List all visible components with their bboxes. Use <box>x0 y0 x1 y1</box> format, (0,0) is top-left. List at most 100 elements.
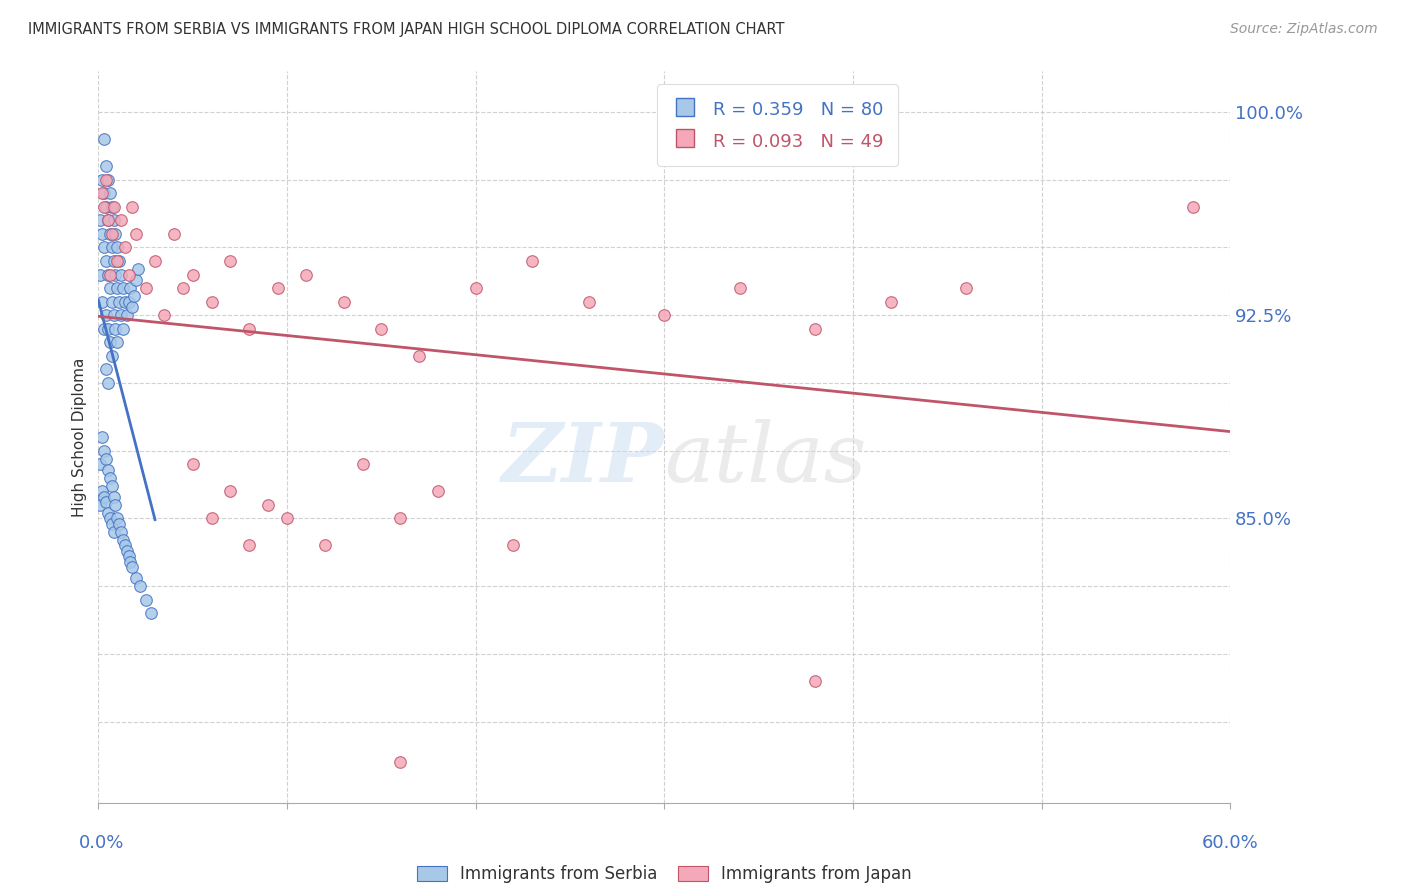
Point <box>108 516 131 531</box>
Point <box>91 294 114 309</box>
Point <box>93 443 115 458</box>
Point <box>93 322 115 336</box>
Point <box>163 227 186 241</box>
Point <box>97 376 120 390</box>
Point <box>97 268 120 282</box>
Point <box>91 484 114 499</box>
Point <box>111 322 134 336</box>
Point <box>105 511 128 525</box>
Point <box>105 240 128 254</box>
Point <box>352 457 374 471</box>
Point <box>114 294 136 309</box>
Point <box>98 471 121 485</box>
Point <box>100 479 122 493</box>
Point <box>98 227 121 241</box>
Point <box>103 200 125 214</box>
Point <box>105 281 128 295</box>
Point <box>100 200 122 214</box>
Point <box>100 349 122 363</box>
Point <box>266 281 288 295</box>
Point <box>93 240 115 254</box>
Point <box>181 268 204 282</box>
Point <box>103 490 125 504</box>
Point <box>115 308 138 322</box>
Point <box>110 524 132 539</box>
Point <box>103 213 125 227</box>
Point <box>389 755 412 769</box>
Point <box>120 281 142 295</box>
Point <box>135 592 157 607</box>
Point <box>110 213 132 227</box>
Point <box>104 498 127 512</box>
Point <box>91 227 114 241</box>
Point <box>97 172 120 186</box>
Point <box>201 294 224 309</box>
Point <box>93 132 115 146</box>
Point <box>94 308 117 322</box>
Point <box>121 560 143 574</box>
Point <box>98 281 121 295</box>
Point <box>91 430 114 444</box>
Point <box>121 200 143 214</box>
Point <box>181 457 204 471</box>
Point <box>89 498 111 512</box>
Point <box>93 200 115 214</box>
Point <box>314 538 336 552</box>
Point <box>804 322 827 336</box>
Point <box>129 579 152 593</box>
Text: Source: ZipAtlas.com: Source: ZipAtlas.com <box>1230 22 1378 37</box>
Point <box>100 294 122 309</box>
Point <box>578 294 600 309</box>
Y-axis label: High School Diploma: High School Diploma <box>72 358 87 516</box>
Point <box>728 281 751 295</box>
Point <box>389 511 412 525</box>
Point <box>257 498 280 512</box>
Point <box>117 549 139 564</box>
Text: 0.0%: 0.0% <box>79 834 124 852</box>
Point <box>135 281 157 295</box>
Point <box>103 524 125 539</box>
Point <box>955 281 977 295</box>
Text: IMMIGRANTS FROM SERBIA VS IMMIGRANTS FROM JAPAN HIGH SCHOOL DIPLOMA CORRELATION : IMMIGRANTS FROM SERBIA VS IMMIGRANTS FRO… <box>28 22 785 37</box>
Point <box>143 254 166 268</box>
Point <box>125 571 148 585</box>
Point <box>652 308 676 322</box>
Point <box>1181 200 1204 214</box>
Point <box>127 262 149 277</box>
Point <box>110 308 132 322</box>
Point <box>120 555 142 569</box>
Point <box>238 322 260 336</box>
Point <box>114 538 136 552</box>
Point <box>121 300 143 314</box>
Point <box>522 254 544 268</box>
Point <box>98 186 121 201</box>
Point <box>100 240 122 254</box>
Point <box>117 294 139 309</box>
Point <box>111 281 134 295</box>
Point <box>108 294 131 309</box>
Point <box>98 335 121 350</box>
Point <box>114 240 136 254</box>
Point <box>91 186 114 201</box>
Point <box>94 159 117 173</box>
Point <box>104 322 127 336</box>
Point <box>97 322 120 336</box>
Point <box>89 457 111 471</box>
Point <box>408 349 430 363</box>
Point <box>97 213 120 227</box>
Point <box>94 362 117 376</box>
Point <box>103 308 125 322</box>
Point <box>89 268 111 282</box>
Point <box>370 322 392 336</box>
Point <box>880 294 903 309</box>
Point <box>103 254 125 268</box>
Point <box>502 538 524 552</box>
Point <box>108 254 131 268</box>
Point <box>100 227 122 241</box>
Point <box>238 538 260 552</box>
Point <box>115 544 138 558</box>
Point <box>100 516 122 531</box>
Point <box>94 172 117 186</box>
Point <box>97 506 120 520</box>
Point <box>98 268 121 282</box>
